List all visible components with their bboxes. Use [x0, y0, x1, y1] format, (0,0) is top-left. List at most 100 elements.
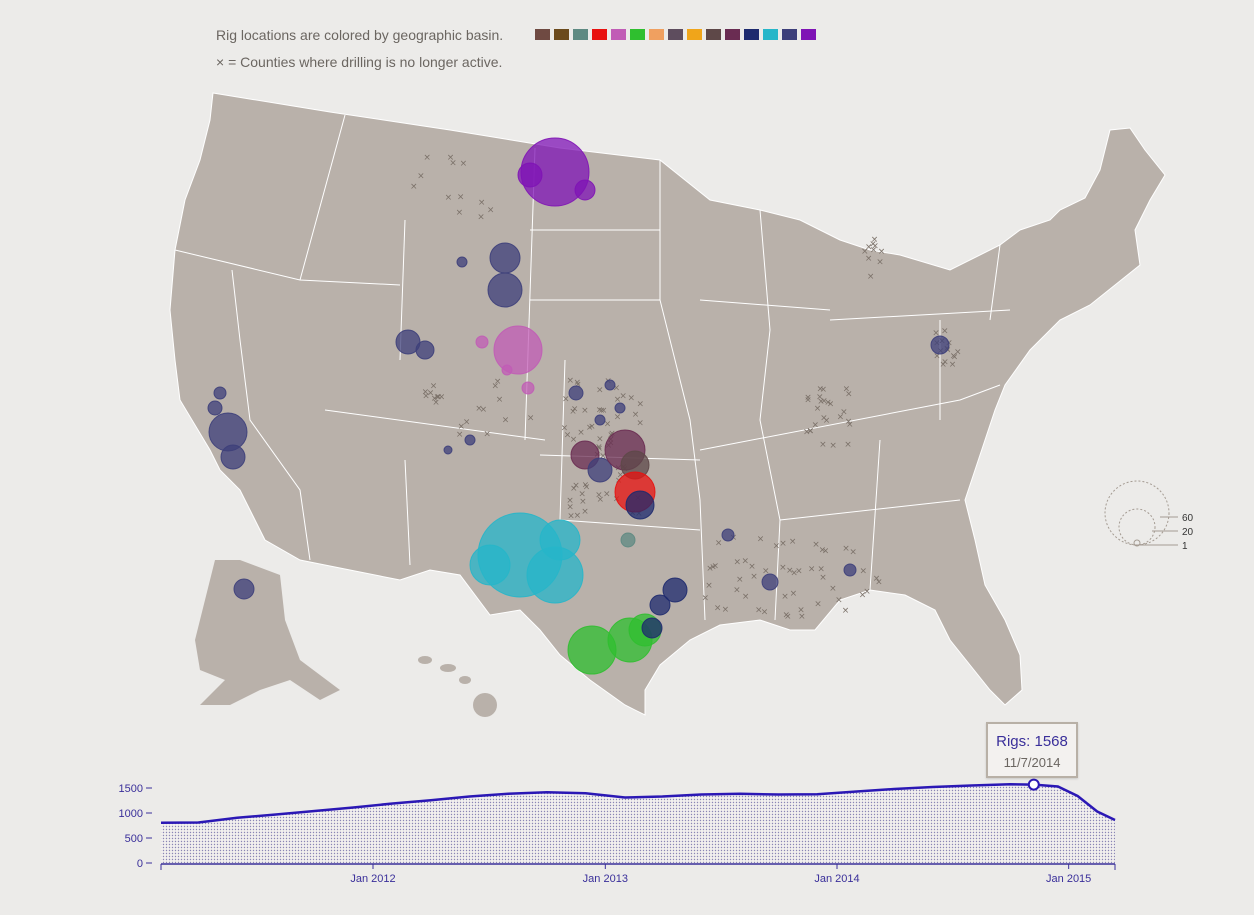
basin-swatch-6 [630, 29, 645, 40]
size-legend-label-1: 1 [1182, 541, 1188, 552]
inactive-county-mark: × [808, 565, 816, 575]
us-map: ××××××××××××××××××××××××××××××××××××××××… [169, 92, 1194, 717]
inactive-county-mark: × [939, 360, 947, 370]
inactive-county-mark: × [430, 382, 438, 392]
inactive-county-mark: × [820, 414, 828, 424]
basin-swatch-5 [611, 29, 626, 40]
inactive-county-mark: × [842, 606, 850, 616]
inactive-county-mark: × [819, 573, 827, 583]
inactive-county-mark: × [477, 213, 485, 223]
size-legend-label-20: 20 [1182, 527, 1194, 538]
inactive-county-mark: × [761, 607, 769, 617]
alaska-shape [195, 560, 340, 705]
inactive-county-mark: × [941, 326, 949, 336]
inactive-county-mark: × [845, 389, 853, 399]
inactive-county-mark: × [843, 385, 851, 395]
rig-circle [233, 578, 255, 600]
rig-circle [517, 162, 543, 188]
inactive-county-mark: × [820, 396, 828, 406]
inactive-county-mark: × [814, 599, 822, 609]
inactive-county-mark: × [572, 481, 580, 491]
basin-swatch-2 [554, 29, 569, 40]
inactive-county-mark: × [798, 612, 806, 622]
inactive-county-mark: × [819, 545, 827, 555]
rig-location-circles [207, 137, 950, 675]
inactive-county-mark: × [819, 440, 827, 450]
inactive-county-mark: × [478, 198, 486, 208]
rig-count-tooltip: Rigs: 1568 11/7/2014 [986, 722, 1078, 778]
y-tick-label: 500 [125, 833, 143, 845]
inactive-county-mark: × [578, 489, 586, 499]
inactive-county-mark: × [595, 442, 603, 452]
size-legend-label-60: 60 [1182, 513, 1194, 524]
inactive-county-mark: × [773, 542, 781, 552]
inactive-county-mark: × [628, 393, 636, 403]
inactive-county-mark: × [600, 406, 608, 416]
inactive-county-mark: × [637, 400, 645, 410]
inactive-county-mark: × [636, 419, 644, 429]
inactive-county-mark: × [577, 428, 585, 438]
inactive-county-mark: × [870, 245, 878, 255]
inactive-county-mark: × [447, 153, 455, 163]
x-tick-label: Jan 2015 [1046, 873, 1091, 885]
inactive-county-mark: × [598, 406, 606, 416]
rig-circle [469, 544, 511, 586]
inactive-county-mark: × [579, 497, 587, 507]
inactive-county-mark: × [434, 393, 442, 403]
rig-circle [574, 179, 596, 201]
inactive-county-mark: × [427, 388, 435, 398]
inactive-county-mark: × [432, 398, 440, 408]
rig-circle [220, 444, 246, 470]
inactive-county-mark: × [460, 159, 468, 169]
inactive-county-mark: × [859, 591, 867, 601]
inactive-county-mark: × [824, 398, 832, 408]
inactive-county-mark: × [581, 406, 589, 416]
inactive-county-mark: × [736, 575, 744, 585]
inactive-county-mark: × [435, 393, 443, 403]
inactive-county-mark: × [574, 380, 582, 390]
inactive-county-mark: × [812, 540, 820, 550]
inactive-county-mark: × [410, 182, 418, 192]
selected-date-marker[interactable] [1027, 778, 1040, 791]
rig-circle [464, 434, 476, 446]
inactive-county-mark: × [494, 377, 502, 387]
rig-circle [456, 256, 468, 268]
basin-swatch-7 [649, 29, 664, 40]
inactive-county-mark: × [817, 385, 825, 395]
basin-swatch-1 [535, 29, 550, 40]
inactive-county-mark: × [456, 430, 464, 440]
inactive-county-mark: × [423, 153, 431, 163]
basin-swatch-14 [782, 29, 797, 40]
inactive-county-mark: × [829, 441, 837, 451]
inactive-county-mark: × [795, 567, 803, 577]
inactive-county-mark: × [949, 360, 957, 370]
inactive-county-mark: × [619, 392, 627, 402]
x-tick-label: Jan 2012 [350, 873, 395, 885]
y-tick-label: 1500 [119, 783, 143, 795]
inactive-county-mark: × [867, 272, 875, 282]
hawaii-shape [418, 656, 497, 717]
inactive-county-mark: × [588, 422, 596, 432]
inactive-county-mark: × [714, 604, 722, 614]
inactive-county-mark: × [804, 396, 812, 406]
inactive-county-mark: × [712, 562, 720, 572]
size-legend-circle-medium [1118, 508, 1156, 546]
inactive-county-mark: × [748, 562, 756, 572]
size-legend: 60 20 1 [1104, 480, 1194, 552]
inactive-county-mark: × [596, 406, 604, 416]
basin-swatch-8 [668, 29, 683, 40]
inactive-county-mark: × [804, 393, 812, 403]
inactive-county-mark: × [803, 428, 811, 438]
inactive-county-mark: × [570, 484, 578, 494]
inactive-county-mark: × [865, 254, 873, 264]
inactive-county-mark: × [797, 606, 805, 616]
x-tick-label: Jan 2013 [583, 873, 628, 885]
inactive-county-mark: × [812, 421, 820, 431]
inactive-county-mark: × [502, 415, 510, 425]
basin-swatch-13 [763, 29, 778, 40]
inactive-county-mark: × [863, 587, 871, 597]
inactive-county-mark: × [878, 247, 886, 257]
inactive-county-mark: × [869, 239, 877, 249]
continental-us-shape [169, 92, 1166, 716]
